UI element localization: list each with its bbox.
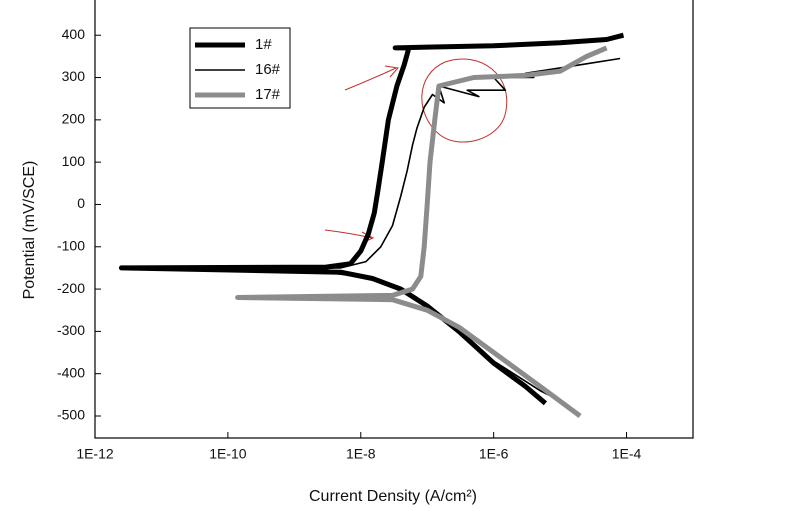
x-tick-label: 1E-4 [612, 446, 642, 462]
x-tick-label: 1E-6 [479, 446, 509, 462]
legend-label: 17# [255, 86, 281, 103]
annotation-arrow [344, 65, 399, 91]
legend-label: 1# [255, 36, 272, 53]
x-tick-label: 1E-12 [76, 446, 114, 462]
y-tick-label: -300 [57, 322, 85, 338]
x-tick-label: 1E-10 [209, 446, 247, 462]
y-tick-label: 0 [77, 195, 85, 211]
y-tick-label: -100 [57, 237, 85, 253]
plot-frame [94, 0, 694, 439]
y-tick-label: -500 [57, 407, 85, 423]
y-tick-label: 100 [62, 153, 86, 169]
x-tick-label: 1E-8 [346, 446, 376, 462]
annotation-circle [421, 58, 508, 143]
y-axis-title: Potential (mV/SCE) [21, 161, 38, 300]
series-line [200, 57, 621, 405]
x-axis-title: Current Density (A/cm²) [309, 488, 477, 505]
y-tick-label: 400 [62, 26, 86, 42]
series-line [235, 45, 608, 419]
y-tick-label: -200 [57, 280, 85, 296]
y-tick-label: -400 [57, 364, 85, 380]
y-tick-label: 300 [62, 68, 86, 84]
legend-label: 16# [255, 61, 281, 78]
y-tick-label: 200 [62, 111, 86, 127]
